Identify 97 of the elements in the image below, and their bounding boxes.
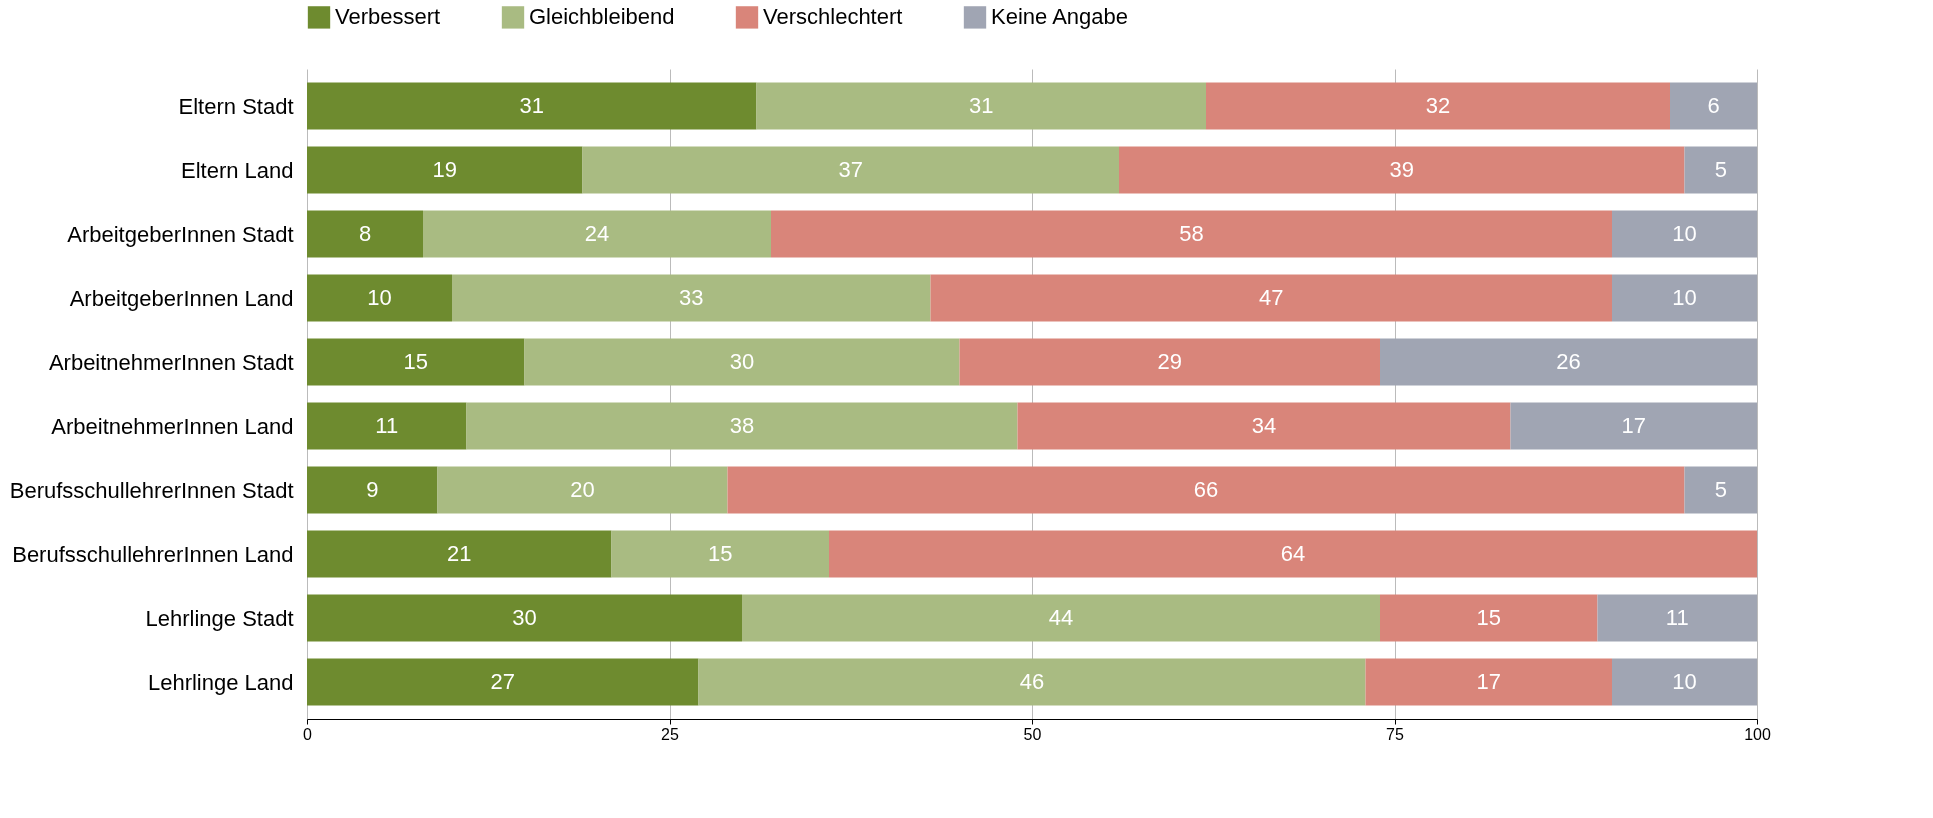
x-tick-label: 100: [1744, 725, 1771, 743]
data-label: 31: [519, 93, 544, 118]
bar: [307, 530, 612, 578]
bar: [1612, 658, 1757, 706]
data-label: 66: [1193, 477, 1219, 502]
data-label: 9: [366, 477, 379, 502]
y-tick-label: BerufsschullehrerInnen Stadt: [9, 477, 294, 503]
bar: [524, 338, 960, 386]
data-label: 10: [1672, 669, 1697, 694]
legend-label: Keine Angabe: [991, 4, 1129, 30]
data-label: 39: [1389, 157, 1414, 182]
y-tick-label: ArbeitgeberInnen Stadt: [67, 221, 294, 247]
data-label: 5: [1714, 477, 1727, 502]
data-label: 15: [708, 541, 733, 566]
bar: [611, 530, 829, 578]
legend-label: Verbessert: [335, 4, 441, 30]
data-label: 47: [1259, 285, 1284, 310]
bar: [307, 402, 467, 450]
x-tick-label: 25: [661, 725, 679, 743]
bar: [466, 402, 1018, 450]
data-label: 38: [729, 413, 755, 438]
bar: [582, 146, 1119, 194]
data-label: 6: [1707, 93, 1720, 118]
bar: [727, 466, 1685, 514]
bar: [307, 338, 525, 386]
bar: [1597, 594, 1757, 642]
data-label: 11: [375, 413, 399, 438]
data-label: 15: [403, 349, 428, 374]
y-tick-label: ArbeitnehmerInnen Stadt: [48, 349, 294, 375]
legend-label: Gleichbleibend: [529, 4, 675, 30]
bar: [771, 210, 1612, 258]
legend-label: Verschlechtert: [763, 4, 903, 30]
bar: [1365, 658, 1612, 706]
bar: [307, 82, 757, 130]
bar: [307, 274, 452, 322]
y-tick-label: BerufsschullehrerInnen Land: [12, 541, 294, 567]
data-label: 31: [969, 93, 994, 118]
bar: [1119, 146, 1685, 194]
data-label: 46: [1019, 669, 1045, 694]
y-tick-label: Lehrlinge Land: [147, 669, 294, 695]
bar: [1510, 402, 1757, 450]
bar: [930, 274, 1612, 322]
data-label: 17: [1476, 669, 1501, 694]
bar: [959, 338, 1380, 386]
data-label: 44: [1048, 605, 1074, 630]
bar: [742, 594, 1380, 642]
bar: [307, 594, 742, 642]
data-label: 5: [1714, 157, 1727, 182]
data-label: 11: [1665, 605, 1689, 630]
data-label: 21: [447, 541, 472, 566]
data-label: 64: [1280, 541, 1306, 566]
data-label: 10: [367, 285, 392, 310]
y-tick-label: ArbeitgeberInnen Land: [69, 285, 294, 311]
bar: [1380, 594, 1598, 642]
data-label: 10: [1672, 221, 1697, 246]
bar: [307, 146, 583, 194]
bar: [1380, 338, 1757, 386]
data-label: 29: [1157, 349, 1182, 374]
bar: [423, 210, 771, 258]
data-label: 27: [490, 669, 515, 694]
data-label: 17: [1621, 413, 1646, 438]
data-label: 58: [1179, 221, 1204, 246]
x-tick-label: 0: [303, 725, 313, 743]
bar: [1684, 466, 1757, 514]
bar: [1670, 82, 1757, 130]
bar: [1612, 274, 1757, 322]
data-label: 37: [838, 157, 863, 182]
bar: [452, 274, 931, 322]
data-label: 30: [729, 349, 755, 374]
data-label: 10: [1672, 285, 1697, 310]
x-tick-label: 75: [1386, 725, 1404, 743]
bar: [698, 658, 1366, 706]
data-label: 15: [1476, 605, 1501, 630]
bar: [1206, 82, 1670, 130]
y-tick-label: Eltern Land: [180, 157, 294, 183]
x-tick-label: 50: [1023, 725, 1042, 743]
bar: [307, 466, 438, 514]
bar: [829, 530, 1757, 578]
y-tick-label: Lehrlinge Stadt: [145, 605, 294, 631]
bar: [437, 466, 728, 514]
data-label: 30: [512, 605, 537, 630]
bar: [307, 658, 699, 706]
data-label: 33: [679, 285, 704, 310]
bar: [1612, 210, 1757, 258]
bar: [756, 82, 1206, 130]
data-label: 24: [584, 221, 610, 246]
y-tick-label: ArbeitnehmerInnen Land: [51, 413, 294, 439]
data-label: 19: [432, 157, 457, 182]
bar: [1017, 402, 1511, 450]
y-tick-label: Eltern Stadt: [178, 93, 294, 119]
data-label: 8: [358, 221, 372, 246]
data-label: 26: [1556, 349, 1581, 374]
data-label: 20: [570, 477, 595, 502]
bar: [1684, 146, 1757, 194]
data-label: 32: [1425, 93, 1451, 118]
data-label: 34: [1251, 413, 1277, 438]
bar: [307, 210, 423, 258]
